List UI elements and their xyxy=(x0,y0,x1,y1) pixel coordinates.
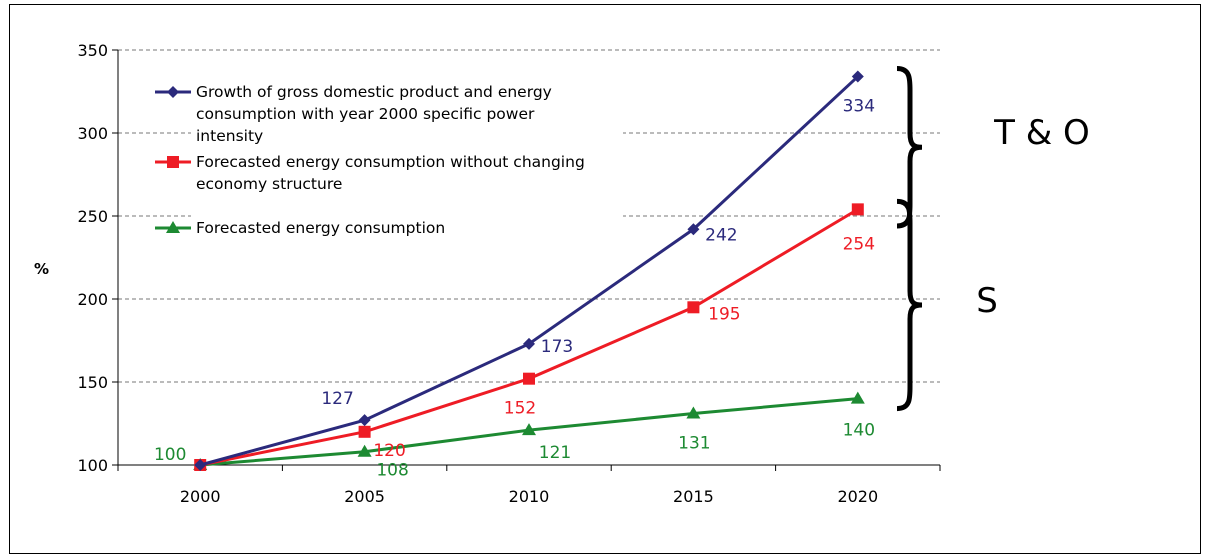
data-label: 121 xyxy=(539,443,571,463)
legend-label: Forecasted energy consumption without ch… xyxy=(196,153,585,171)
data-point xyxy=(686,406,701,419)
data-label: 152 xyxy=(504,399,536,419)
x-tick-label: 2020 xyxy=(837,487,878,506)
data-point xyxy=(851,203,864,216)
data-point xyxy=(357,444,372,457)
data-point xyxy=(687,301,700,314)
legend-marker xyxy=(166,221,180,233)
data-label: 334 xyxy=(843,97,875,117)
x-tick-label: 2010 xyxy=(509,487,550,506)
y-tick-label: 300 xyxy=(77,124,108,143)
legend-entry-3: Forecasted energy consumption xyxy=(155,212,623,238)
legend-label: economy structure xyxy=(196,175,342,193)
data-point xyxy=(523,337,535,350)
brace-label: T & O xyxy=(993,113,1090,153)
series-1 xyxy=(194,70,864,471)
data-point xyxy=(358,414,371,427)
legend-label: consumption with year 2000 specific powe… xyxy=(196,105,535,123)
legend-entry-background xyxy=(191,76,623,146)
x-tick-label: 2000 xyxy=(180,487,221,506)
legend-label: intensity xyxy=(196,127,263,145)
series-layer xyxy=(193,70,865,471)
brace-annotations: T & O S xyxy=(896,66,1090,412)
data-point xyxy=(358,425,371,438)
data-label: 242 xyxy=(705,225,737,245)
data-label: 120 xyxy=(373,441,405,461)
data-point xyxy=(850,391,865,404)
y-tick-label: 350 xyxy=(77,41,108,60)
y-axis-label: % xyxy=(34,260,49,278)
legend-entry-2: Forecasted energy consumption without ch… xyxy=(155,146,623,194)
y-tick-label: 100 xyxy=(77,456,108,475)
brace-label: S xyxy=(976,281,998,321)
data-point xyxy=(523,372,535,385)
data-label: 131 xyxy=(678,434,710,454)
legend-entry-1: Growth of gross domestic product and ene… xyxy=(155,76,623,146)
data-point xyxy=(522,423,536,436)
y-tick-label: 250 xyxy=(77,207,108,226)
legend-label: Forecasted energy consumption xyxy=(196,219,445,237)
data-point xyxy=(194,459,207,471)
data-labels: 100 108 121 131 140 120 152 195 254 127 173 242 334 xyxy=(154,97,875,481)
data-label: 108 xyxy=(376,461,408,481)
curly-brace xyxy=(896,198,923,412)
x-tick-label: 2015 xyxy=(673,487,714,506)
data-point xyxy=(851,70,864,83)
y-tick-label: 150 xyxy=(77,373,108,392)
legend-entry-background xyxy=(191,212,623,238)
axes: 100 150 200 250 300 350 2000 2005 2010 2015 2020 xyxy=(77,41,941,506)
data-label: 254 xyxy=(843,234,875,254)
data-label: 100 xyxy=(154,445,186,465)
y-tick-label: 200 xyxy=(77,290,108,309)
data-point xyxy=(687,223,700,236)
data-label: 127 xyxy=(321,389,353,409)
data-label: 195 xyxy=(708,304,740,324)
data-label: 173 xyxy=(541,337,573,357)
x-tick-label: 2005 xyxy=(344,487,385,506)
legend-entry-background xyxy=(191,146,623,194)
legend-label: Growth of gross domestic product and ene… xyxy=(196,83,552,101)
legend-marker xyxy=(167,156,179,168)
legend: Growth of gross domestic product and ene… xyxy=(155,76,623,238)
legend-marker xyxy=(167,86,179,98)
data-label: 140 xyxy=(843,421,875,441)
